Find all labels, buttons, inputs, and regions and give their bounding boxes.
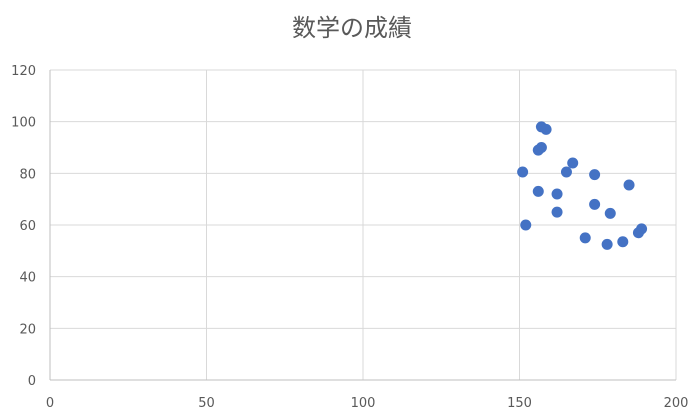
x-tick-label: 200 <box>664 396 689 411</box>
y-tick-label: 100 <box>11 116 36 131</box>
x-tick-label: 100 <box>351 396 376 411</box>
data-points <box>517 121 648 250</box>
y-tick-label: 80 <box>19 167 36 182</box>
data-point <box>589 198 601 210</box>
data-point <box>632 227 644 239</box>
data-point <box>551 188 563 200</box>
axes <box>49 70 676 381</box>
data-point <box>604 207 616 219</box>
gridlines <box>50 69 677 380</box>
data-point <box>551 206 563 218</box>
data-point <box>532 185 544 197</box>
y-tick-label: 40 <box>19 271 36 286</box>
x-tick-label: 50 <box>198 396 215 411</box>
y-tick-label: 120 <box>11 64 36 79</box>
x-tick-label: 150 <box>507 396 532 411</box>
chart-title: 数学の成績 <box>292 14 412 42</box>
x-tick-label: 0 <box>46 396 54 411</box>
y-tick-label: 0 <box>28 374 36 389</box>
y-axis-tick-labels: 0 20 40 60 80 100 120 <box>11 64 36 389</box>
y-tick-label: 60 <box>19 219 36 234</box>
data-point <box>517 166 529 178</box>
data-point <box>589 169 601 181</box>
data-point <box>579 232 591 244</box>
data-point <box>567 157 579 169</box>
data-point <box>601 238 613 250</box>
data-point <box>540 123 552 135</box>
x-axis-tick-labels: 0 50 100 150 200 <box>46 396 689 411</box>
data-point <box>560 166 572 178</box>
y-tick-label: 20 <box>19 322 36 337</box>
data-point <box>623 179 635 191</box>
data-point <box>617 236 629 248</box>
data-point <box>535 142 547 153</box>
data-point <box>520 219 532 231</box>
